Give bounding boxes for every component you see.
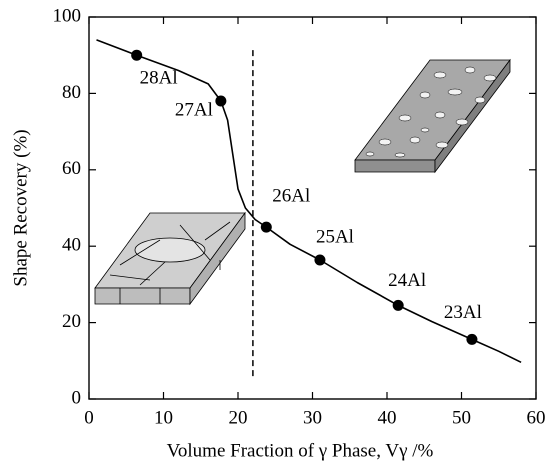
data-point <box>131 49 143 61</box>
fine-grain-inset <box>354 58 511 174</box>
x-tick-label: 40 <box>378 407 397 428</box>
point-label: 23Al <box>444 302 482 323</box>
x-tick-label: 50 <box>452 407 471 428</box>
inset-top <box>354 59 511 161</box>
inset-side <box>189 211 246 306</box>
inset-grains <box>365 66 497 158</box>
y-axis-label: Shape Recovery (%) <box>10 129 31 286</box>
inset-side <box>434 58 511 174</box>
x-tick-label: 0 <box>84 407 94 428</box>
y-tick-label: 40 <box>62 235 81 256</box>
coarse-grain-inset <box>94 211 246 306</box>
inset-boundaries <box>109 221 231 286</box>
point-label: 26Al <box>272 185 310 206</box>
data-point <box>466 333 478 345</box>
x-tick-label: 20 <box>229 407 248 428</box>
point-label: 28Al <box>140 68 178 89</box>
data-point <box>314 254 326 266</box>
y-tick-label: 60 <box>62 158 81 179</box>
inset-front <box>354 159 436 173</box>
x-tick-label: 30 <box>303 407 322 428</box>
inset-front <box>94 287 191 305</box>
fitted-curve <box>96 39 522 364</box>
y-tick-label: 80 <box>62 82 81 103</box>
inset-boundaries <box>119 260 221 304</box>
y-tick-label: 20 <box>62 311 81 332</box>
point-label: 25Al <box>316 226 354 247</box>
x-tick-label: 60 <box>527 407 546 428</box>
point-label: 27Al <box>175 99 213 120</box>
y-tick-label: 0 <box>72 387 82 408</box>
x-tick-label: 10 <box>154 407 173 428</box>
data-point <box>215 95 227 107</box>
data-point <box>260 221 272 233</box>
y-tick-label: 100 <box>53 5 82 26</box>
x-axis-label: Volume Fraction of γ Phase, Vγ /% <box>167 440 434 461</box>
data-point <box>392 299 404 311</box>
point-label: 24Al <box>388 270 426 291</box>
inset-grain <box>134 237 206 263</box>
